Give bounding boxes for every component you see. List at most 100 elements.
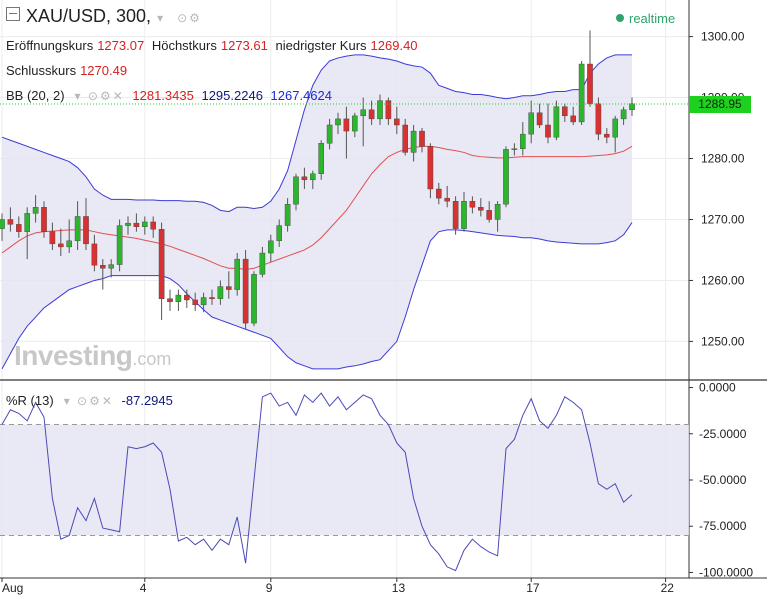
candle-body [175,294,182,302]
candle-body [49,231,56,245]
symbol-title: XAU/USD, 300, [26,6,152,26]
candle-body [7,219,14,225]
wr-label: %R (13) [6,393,54,408]
candle-body [368,109,375,120]
high-value: 1273.61 [220,38,268,53]
candle-body [217,286,224,299]
candle-body [183,294,190,301]
candle-body [83,216,89,245]
candle-body [352,115,358,132]
time-axis-label: 4 [140,581,147,595]
candle-body [32,207,39,214]
collapse-icon[interactable] [6,7,20,21]
candle-body [343,118,350,132]
symbol-title-row[interactable]: XAU/USD, 300, ▾ ⊙⚙ [6,6,208,27]
open-value: 1273.07 [97,38,145,53]
candle-body [570,115,576,123]
bb-mid-line [1,145,633,270]
candle-body [402,124,409,153]
candle-body [612,118,618,138]
candle-body [276,225,283,242]
candle-body [629,103,635,110]
bb-lower-line [1,222,633,370]
candle-body [377,100,383,120]
candle-body [326,124,333,144]
wr-line [1,392,633,572]
candle-body [41,207,47,232]
candle-body [125,222,131,226]
wr-axis-label: -50.0000 [699,473,747,487]
candle-body [318,143,325,174]
candle-body [192,299,199,306]
ohlc-legend: Eröffnungskurs 1273.07 Höchstkurs 1273.61 … [6,38,418,53]
candle-body [310,173,316,181]
bb-mid-value: 1281.3435 [132,88,194,103]
candle-body [167,298,173,302]
candle-body [242,258,249,324]
realtime-dot-icon [616,14,624,22]
candle-body [578,63,585,123]
close-value: 1270.49 [80,63,128,78]
candle-body [486,210,493,220]
candle-body [604,133,610,138]
candle-body [268,240,274,254]
wr-settings-icons[interactable]: ▾ ⊙⚙✕ [63,394,114,408]
wr-value: -87.2945 [121,393,173,408]
candle-body [528,112,534,135]
time-axis-label: Aug [2,581,23,595]
candle-body [436,188,442,199]
time-axis-label: 9 [266,581,273,595]
bb-label: BB (20, 2) [6,88,65,103]
wr-legend[interactable]: %R (13) ▾ ⊙⚙✕ -87.2945 [6,393,177,409]
close-legend: Schlusskurs 1270.49 [6,63,128,78]
candle-body [293,176,299,205]
candle-body [301,176,308,181]
candle-body [66,240,72,248]
candle-body [562,106,568,117]
candle-body [200,297,207,306]
candle-body [108,264,114,269]
candle-body [24,213,31,232]
candle-body [545,124,551,138]
candle-body [553,106,560,138]
candle-body [587,63,593,104]
wr-axis-label: -25.0000 [699,427,747,441]
candle-body [595,103,602,135]
settings-icons[interactable]: ⊙⚙ [177,11,202,25]
time-axis-label: 17 [526,581,540,595]
candle-body [469,200,476,208]
candle-body [394,118,400,126]
bb-upper-line [1,54,632,213]
candle-body [141,221,148,227]
price-axis-label: 1270.00 [701,212,745,226]
candle-body [116,225,123,265]
low-value: 1269.40 [370,38,418,53]
candle-body [419,130,425,147]
price-axis-label: 1300.00 [701,30,745,44]
dropdown-chevron-icon[interactable]: ▾ [157,11,166,25]
candle-body [335,118,341,126]
wr-axis-label: -100.0000 [699,565,753,579]
candle-body [74,216,81,242]
candle-body [360,109,367,117]
candle-body [410,130,417,153]
price-axis-label: 1280.00 [701,152,745,166]
candle-body [91,243,98,266]
candle-body [58,243,64,248]
bb-legend[interactable]: BB (20, 2) ▾ ⊙⚙✕ 1281.3435 1295.2246 1267… [6,88,336,104]
candle-body [444,197,451,202]
bb-upper-value: 1295.2246 [201,88,263,103]
bb-band-fill [2,54,632,369]
candle-body [511,148,518,150]
candle-body [620,109,627,120]
price-axis-label: 1250.00 [701,334,745,348]
time-axis-label: 22 [661,581,675,595]
time-axis-label: 13 [392,581,406,595]
wr-axis-label: -75.0000 [699,519,747,533]
bb-settings-icons[interactable]: ▾ ⊙⚙✕ [74,89,125,103]
candle-body [284,204,291,226]
candle-body [536,112,543,126]
candle-body [16,224,22,232]
candle-body [452,200,459,229]
